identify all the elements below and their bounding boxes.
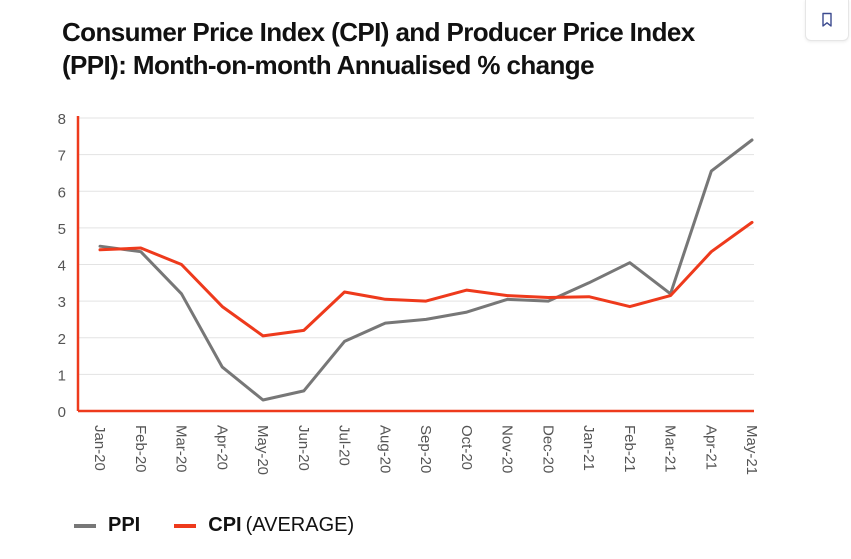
x-tick-label: Mar-20 [173, 425, 190, 473]
y-tick-label: 5 [58, 221, 66, 238]
series-line-ppi [98, 138, 754, 402]
bookmark-button[interactable] [805, 0, 849, 41]
x-tick-label: May-21 [743, 425, 760, 475]
legend-label-ppi: PPI [108, 514, 141, 536]
legend-item-cpi: CPI (AVERAGE) [174, 514, 354, 537]
line-chart: 0 1 2 3 4 5 6 7 8 Jan-20 Feb-20 Mar-20 Apr-20 May-20 J… [58, 111, 760, 475]
y-tick-label: 1 [58, 367, 66, 384]
y-tick-label: 3 [58, 294, 66, 311]
bookmark-icon [822, 12, 832, 27]
x-tick-label: Jun-20 [295, 425, 312, 471]
x-tick-label: Sep-20 [417, 425, 434, 473]
x-tick-label: Jan-20 [91, 425, 108, 471]
chart-title: Consumer Price Index (CPI) and Producer … [62, 17, 695, 80]
series-line-cpi [98, 220, 754, 338]
x-tick-label: Jan-21 [580, 425, 597, 471]
x-tick-label: Oct-20 [458, 425, 475, 470]
legend-swatch-cpi [174, 523, 197, 528]
y-tick-label: 2 [58, 331, 66, 348]
x-tick-label: Apr-21 [702, 425, 719, 470]
legend-item-ppi: PPI [74, 514, 140, 537]
legend-label-cpi: CPI [208, 514, 242, 536]
chart-legend: PPI CPI (AVERAGE) [74, 514, 388, 537]
x-tick-label: Jul-20 [336, 425, 353, 466]
y-tick-label: 4 [58, 258, 66, 275]
y-tick-label: 8 [58, 111, 66, 128]
y-tick-label: 7 [58, 148, 66, 165]
legend-note-cpi: (AVERAGE) [245, 514, 355, 536]
x-tick-label: May-20 [254, 425, 271, 475]
x-tick-label: Apr-20 [213, 425, 230, 470]
x-tick-label: Mar-21 [662, 425, 679, 473]
legend-swatch-ppi [74, 523, 96, 528]
x-tick-label: Feb-21 [621, 425, 638, 473]
x-tick-label: Nov-20 [499, 425, 516, 473]
y-tick-label: 0 [58, 404, 66, 421]
x-tick-label: Dec-20 [539, 425, 556, 473]
x-tick-label: Aug-20 [376, 425, 393, 473]
y-tick-label: 6 [58, 184, 66, 201]
x-tick-label: Feb-20 [132, 425, 149, 473]
